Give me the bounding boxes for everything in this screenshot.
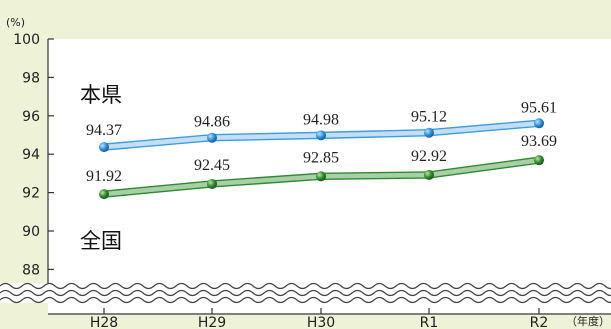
data-label: 94.86: [194, 114, 230, 131]
x-axis: H28 H29 H30 R1 R2: [48, 308, 611, 329]
y-tick-label: 98: [22, 70, 40, 86]
data-point: [424, 127, 434, 138]
data-label: 92.45: [194, 157, 230, 174]
break-wave: [0, 282, 611, 290]
break-wave: [0, 296, 611, 304]
x-tick-label: R1: [420, 315, 439, 329]
break-wave: [0, 289, 611, 297]
data-label: 95.12: [411, 109, 447, 126]
data-label: 94.98: [303, 111, 339, 128]
y-axis: 100 98 96 94 92 90 88: [13, 32, 54, 296]
data-point: [316, 171, 326, 182]
x-tick-label: R2: [530, 315, 549, 329]
axis-break: [0, 282, 611, 304]
data-point: [207, 132, 217, 143]
x-tick-label: H30: [307, 315, 335, 329]
y-tick-label: 92: [22, 186, 40, 202]
series-name-label: 全国: [80, 229, 122, 253]
x-tick-label: H29: [198, 315, 226, 329]
data-point: [424, 169, 434, 180]
y-tick-label: 94: [22, 147, 40, 163]
y-tick-label: 88: [22, 262, 40, 278]
x-tick-label: H28: [90, 315, 118, 329]
series-layer: 94.37 94.86 94.98 95.12 95.61 91.92 92.45 92.85…: [86, 99, 557, 200]
data-label: 92.85: [303, 149, 339, 166]
y-tick-label: 100: [13, 32, 40, 48]
y-tick-label: 96: [22, 109, 40, 125]
x-unit-label: （年度）: [566, 314, 610, 328]
data-point: [99, 189, 109, 200]
break-band: [0, 283, 611, 303]
series-name-label: 本県: [80, 83, 122, 107]
y-unit-label: (%): [6, 16, 25, 29]
data-point: [207, 178, 217, 189]
data-point: [534, 155, 544, 166]
y-tick-label: 90: [22, 224, 40, 240]
data-point: [316, 130, 326, 141]
data-label: 93.69: [521, 133, 557, 150]
data-label: 91.92: [86, 168, 122, 185]
data-point: [99, 142, 109, 153]
data-label: 94.37: [86, 122, 122, 139]
data-label: 95.61: [521, 99, 557, 116]
data-label: 92.92: [411, 148, 447, 165]
data-point: [534, 118, 544, 129]
